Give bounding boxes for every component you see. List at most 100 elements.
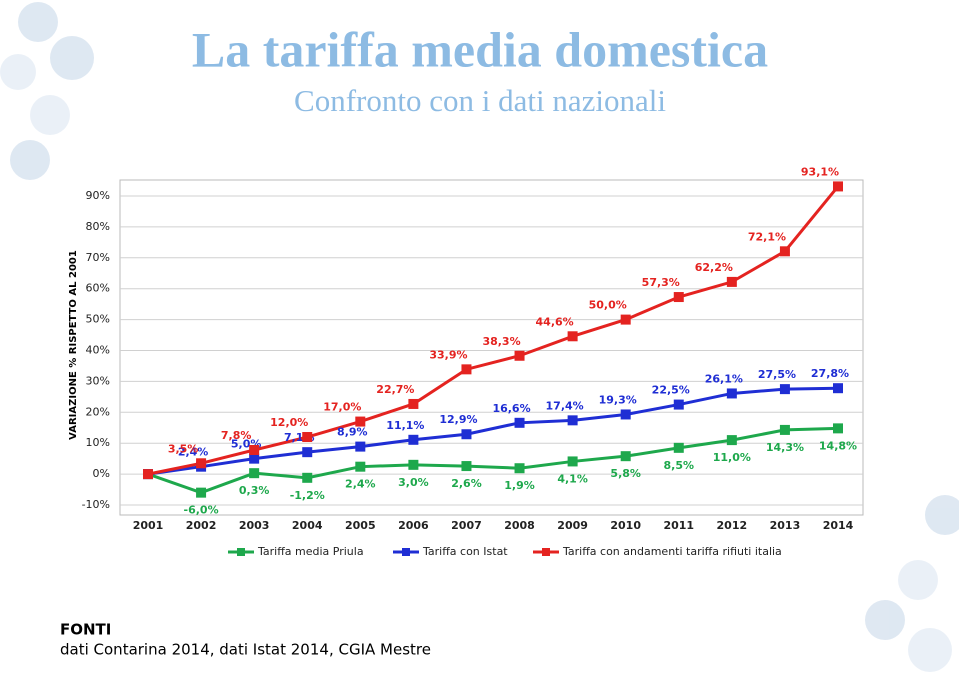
marker: [408, 459, 419, 470]
footer-heading: FONTI: [60, 621, 111, 639]
marker: [461, 364, 472, 375]
x-tick-label: 2011: [663, 519, 694, 532]
y-tick-label: 30%: [86, 374, 110, 387]
legend-label: Tariffa con andamenti tariffa rifiuti it…: [562, 545, 782, 558]
y-tick-label: 20%: [86, 405, 110, 418]
y-tick-label: 40%: [86, 344, 110, 357]
y-tick-label: 10%: [86, 436, 110, 449]
marker: [833, 383, 843, 394]
marker: [726, 388, 737, 399]
marker: [726, 435, 737, 446]
marker: [143, 469, 153, 480]
data-label: 2,4%: [345, 478, 376, 491]
marker: [673, 442, 684, 453]
x-tick-label: 2002: [186, 519, 217, 532]
marker: [833, 423, 843, 434]
title: La tariffa media domestica: [192, 21, 768, 77]
data-label: 7,8%: [221, 429, 252, 442]
series-line: [147, 386, 839, 476]
data-label: 4,1%: [557, 472, 588, 485]
data-label: 17,4%: [546, 399, 584, 412]
marker: [514, 417, 525, 428]
marker: [196, 458, 207, 469]
data-label: 8,9%: [337, 426, 368, 439]
data-label: 0,3%: [239, 484, 270, 497]
y-tick-label: 70%: [86, 251, 110, 264]
marker: [833, 181, 843, 192]
x-tick-label: 2007: [451, 519, 482, 532]
series-line: [147, 426, 839, 495]
subtitle: Confronto con i dati nazionali: [294, 83, 666, 118]
marker: [620, 409, 631, 420]
data-label: 2,6%: [451, 477, 482, 490]
x-tick-label: 2009: [557, 519, 588, 532]
legend-label: Tariffa con Istat: [422, 545, 508, 558]
data-label: 19,3%: [599, 393, 637, 406]
marker: [461, 429, 472, 440]
marker: [249, 468, 260, 479]
marker: [249, 444, 260, 455]
data-label: 3,5%: [168, 442, 199, 455]
marker: [673, 292, 684, 303]
legend-marker: [237, 548, 245, 556]
data-label: 57,3%: [642, 276, 680, 289]
data-label: 17,0%: [323, 401, 361, 414]
marker: [408, 398, 419, 409]
footer-text: dati Contarina 2014, dati Istat 2014, CG…: [60, 641, 431, 659]
x-tick-label: 2008: [504, 519, 535, 532]
y-tick-label: 50%: [86, 313, 110, 326]
series-line: [147, 185, 840, 476]
marker: [461, 461, 472, 472]
data-label: 11,1%: [386, 419, 424, 432]
marker: [567, 456, 578, 467]
data-label: 12,9%: [439, 413, 477, 426]
x-tick-label: 2004: [292, 519, 323, 532]
legend-marker: [402, 548, 410, 556]
marker: [355, 461, 366, 472]
data-label: 8,5%: [664, 459, 695, 472]
marker: [408, 434, 419, 445]
data-label: 11,0%: [713, 451, 751, 464]
marker: [355, 441, 366, 452]
data-label: 62,2%: [695, 261, 733, 274]
data-label: 38,3%: [482, 335, 520, 348]
marker: [302, 472, 313, 483]
data-label: 33,9%: [429, 348, 467, 361]
data-label: 2,4%: [178, 446, 209, 459]
data-label: 44,6%: [536, 315, 574, 328]
data-label: 5,8%: [610, 467, 641, 480]
marker: [779, 246, 790, 257]
legend-label: Tariffa media Priula: [257, 545, 364, 558]
plot-area: [119, 179, 864, 516]
marker: [620, 451, 631, 462]
data-label: 26,1%: [705, 372, 743, 385]
x-tick-label: 2003: [239, 519, 270, 532]
x-tick-label: 2013: [770, 519, 801, 532]
y-tick-label: 0%: [93, 467, 110, 480]
data-label: 14,8%: [819, 439, 857, 452]
marker: [355, 416, 366, 427]
data-label: 22,7%: [376, 383, 414, 396]
marker: [779, 384, 790, 395]
x-tick-label: 2014: [823, 519, 854, 532]
marker: [567, 415, 578, 426]
data-label: 16,6%: [492, 402, 530, 415]
y-tick-label: 80%: [86, 220, 110, 233]
marker: [567, 331, 578, 342]
y-tick-label: 90%: [86, 189, 110, 202]
data-label: 93,1%: [801, 165, 839, 178]
y-tick-label: 60%: [86, 282, 110, 295]
data-label: 14,3%: [766, 441, 804, 454]
y-tick-label: -10%: [82, 498, 110, 511]
marker: [514, 463, 525, 474]
x-tick-label: 2012: [717, 519, 748, 532]
marker: [249, 453, 260, 464]
data-label: 3,0%: [398, 476, 429, 489]
data-label: -1,2%: [290, 489, 325, 502]
y-axis-title: VARIAZIONE % RISPETTO AL 2001: [68, 250, 79, 440]
data-label: 22,5%: [652, 384, 690, 397]
x-tick-label: 2010: [610, 519, 641, 532]
data-label: 27,5%: [758, 368, 796, 381]
